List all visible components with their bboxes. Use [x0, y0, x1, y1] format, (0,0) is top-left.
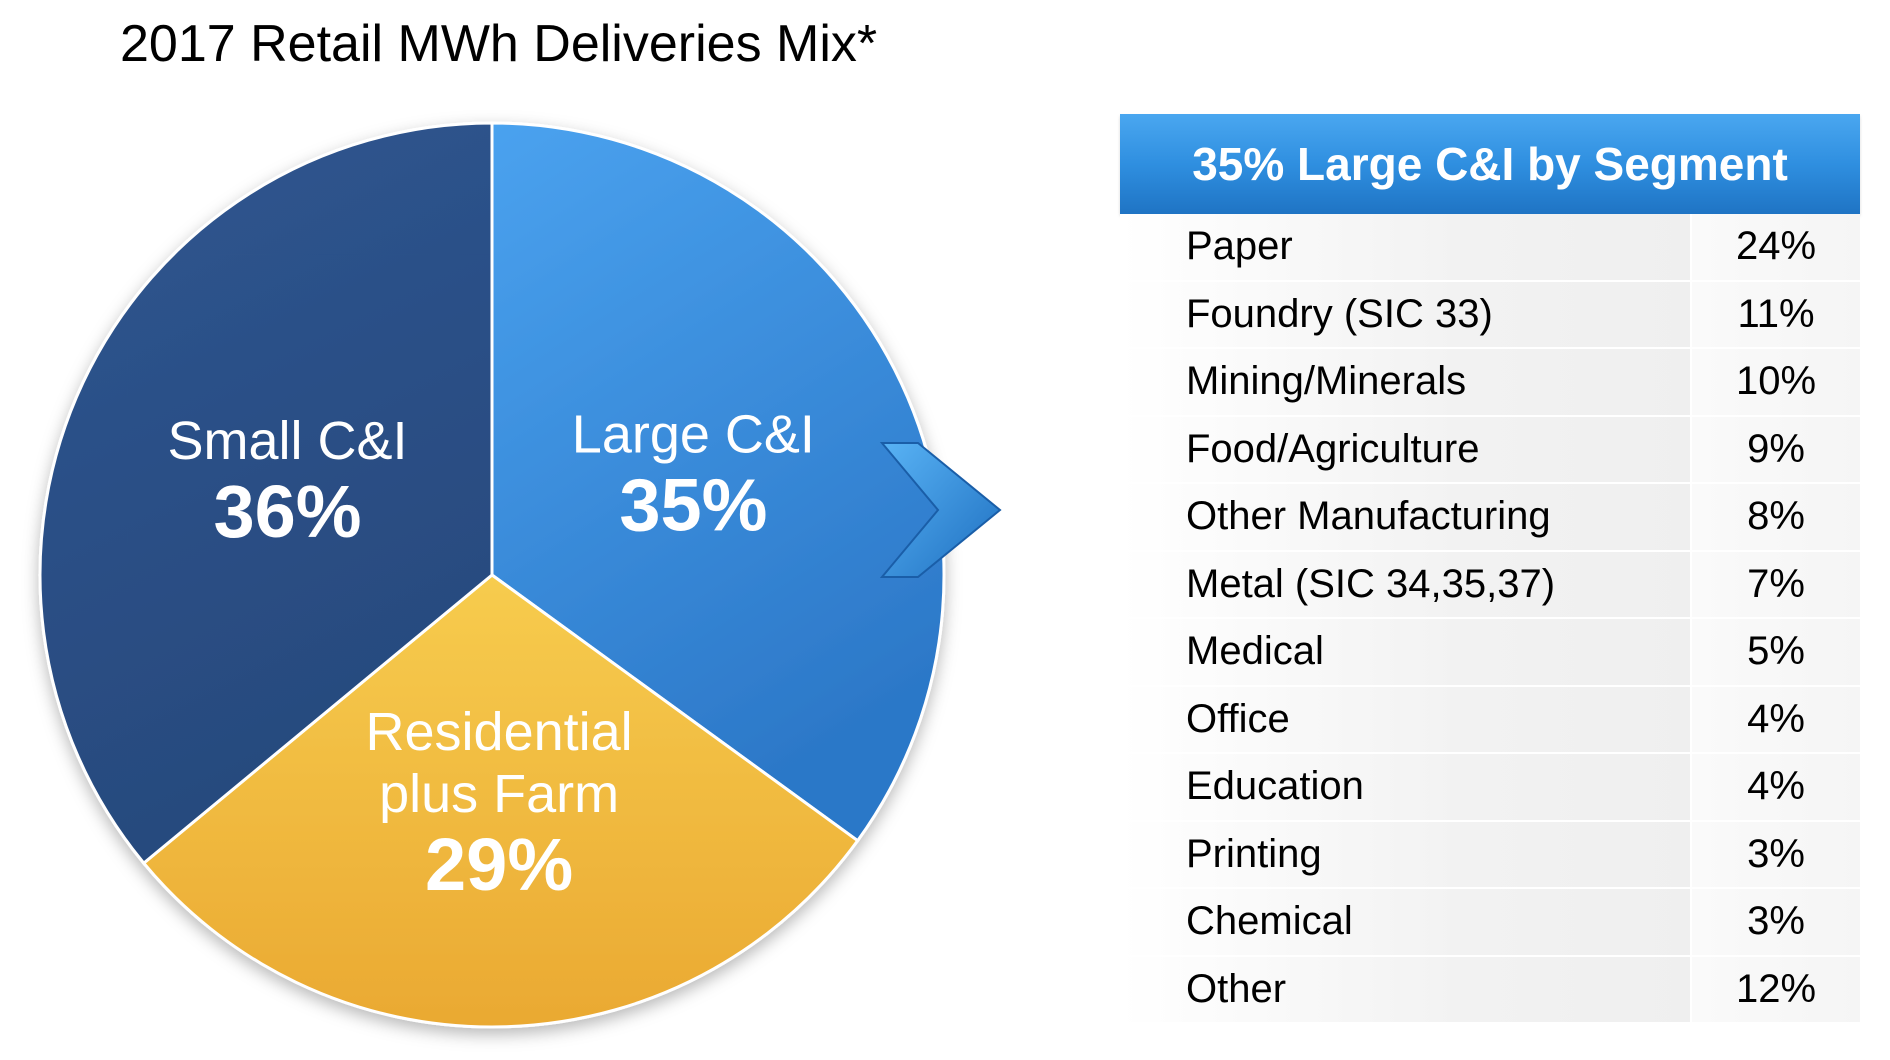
segment-table: 35% Large C&I by Segment Paper 24% Foundry… — [1120, 114, 1860, 1024]
segment-share: 7% — [1690, 551, 1860, 619]
table-body: Paper 24% Foundry (SIC 33) 11% Mining/Minera… — [1120, 214, 1860, 1024]
pie-slices — [38, 121, 946, 1029]
segment-name: Medical — [1120, 619, 1690, 687]
segment-share: 24% — [1690, 214, 1860, 282]
table-row: Foundry (SIC 33) 11% — [1120, 281, 1860, 349]
slice-value-large-ci: 35% — [619, 463, 767, 546]
table-row: Paper 24% — [1120, 214, 1860, 282]
chart-title: 2017 Retail MWh Deliveries Mix* — [120, 15, 878, 73]
table-row: Mining/Minerals 10% — [1120, 349, 1860, 417]
table-header: 35% Large C&I by Segment — [1120, 114, 1860, 214]
table-row: Other 12% — [1120, 956, 1860, 1024]
segment-name: Other Manufacturing — [1120, 484, 1690, 552]
segment-name: Chemical — [1120, 889, 1690, 957]
chevron-right-icon — [879, 442, 1002, 578]
slice-value-small-ci: 36% — [213, 470, 361, 553]
segment-share: 12% — [1690, 956, 1860, 1024]
slice-value-residential-farm: 29% — [425, 823, 573, 906]
segment-share: 3% — [1690, 821, 1860, 889]
slice-label-residential-farm: Residential — [366, 702, 633, 762]
segment-name: Mining/Minerals — [1120, 349, 1690, 417]
segment-share: 8% — [1690, 484, 1860, 552]
segment-name: Printing — [1120, 821, 1690, 889]
segment-share: 3% — [1690, 889, 1860, 957]
segment-share: 11% — [1690, 281, 1860, 349]
table-row: Education 4% — [1120, 754, 1860, 822]
pie-slice-small-ci — [38, 121, 494, 866]
table-row: Office 4% — [1120, 686, 1860, 754]
segment-share: 4% — [1690, 754, 1860, 822]
pie-slice-large-ci — [490, 121, 946, 843]
segment-name: Foundry (SIC 33) — [1120, 281, 1690, 349]
pie-slice-residential-farm — [141, 573, 860, 1029]
segment-name: Education — [1120, 754, 1690, 822]
table-row: Chemical 3% — [1120, 889, 1860, 957]
slice-label-small-ci: Small C&I — [167, 411, 407, 471]
slice-label-large-ci: Large C&I — [572, 404, 815, 464]
segment-name: Metal (SIC 34,35,37) — [1120, 551, 1690, 619]
table-row: Printing 3% — [1120, 821, 1860, 889]
table-row: Food/Agriculture 9% — [1120, 416, 1860, 484]
table-row: Medical 5% — [1120, 619, 1860, 687]
segment-name: Food/Agriculture — [1120, 416, 1690, 484]
segment-share: 5% — [1690, 619, 1860, 687]
segment-name: Office — [1120, 686, 1690, 754]
segment-share: 10% — [1690, 349, 1860, 417]
slice-label-residential-farm: plus Farm — [379, 764, 619, 824]
table-row: Other Manufacturing 8% — [1120, 484, 1860, 552]
segment-share: 9% — [1690, 416, 1860, 484]
table-row: Metal (SIC 34,35,37) 7% — [1120, 551, 1860, 619]
segment-name: Paper — [1120, 214, 1690, 282]
segment-share: 4% — [1690, 686, 1860, 754]
segment-name: Other — [1120, 956, 1690, 1024]
